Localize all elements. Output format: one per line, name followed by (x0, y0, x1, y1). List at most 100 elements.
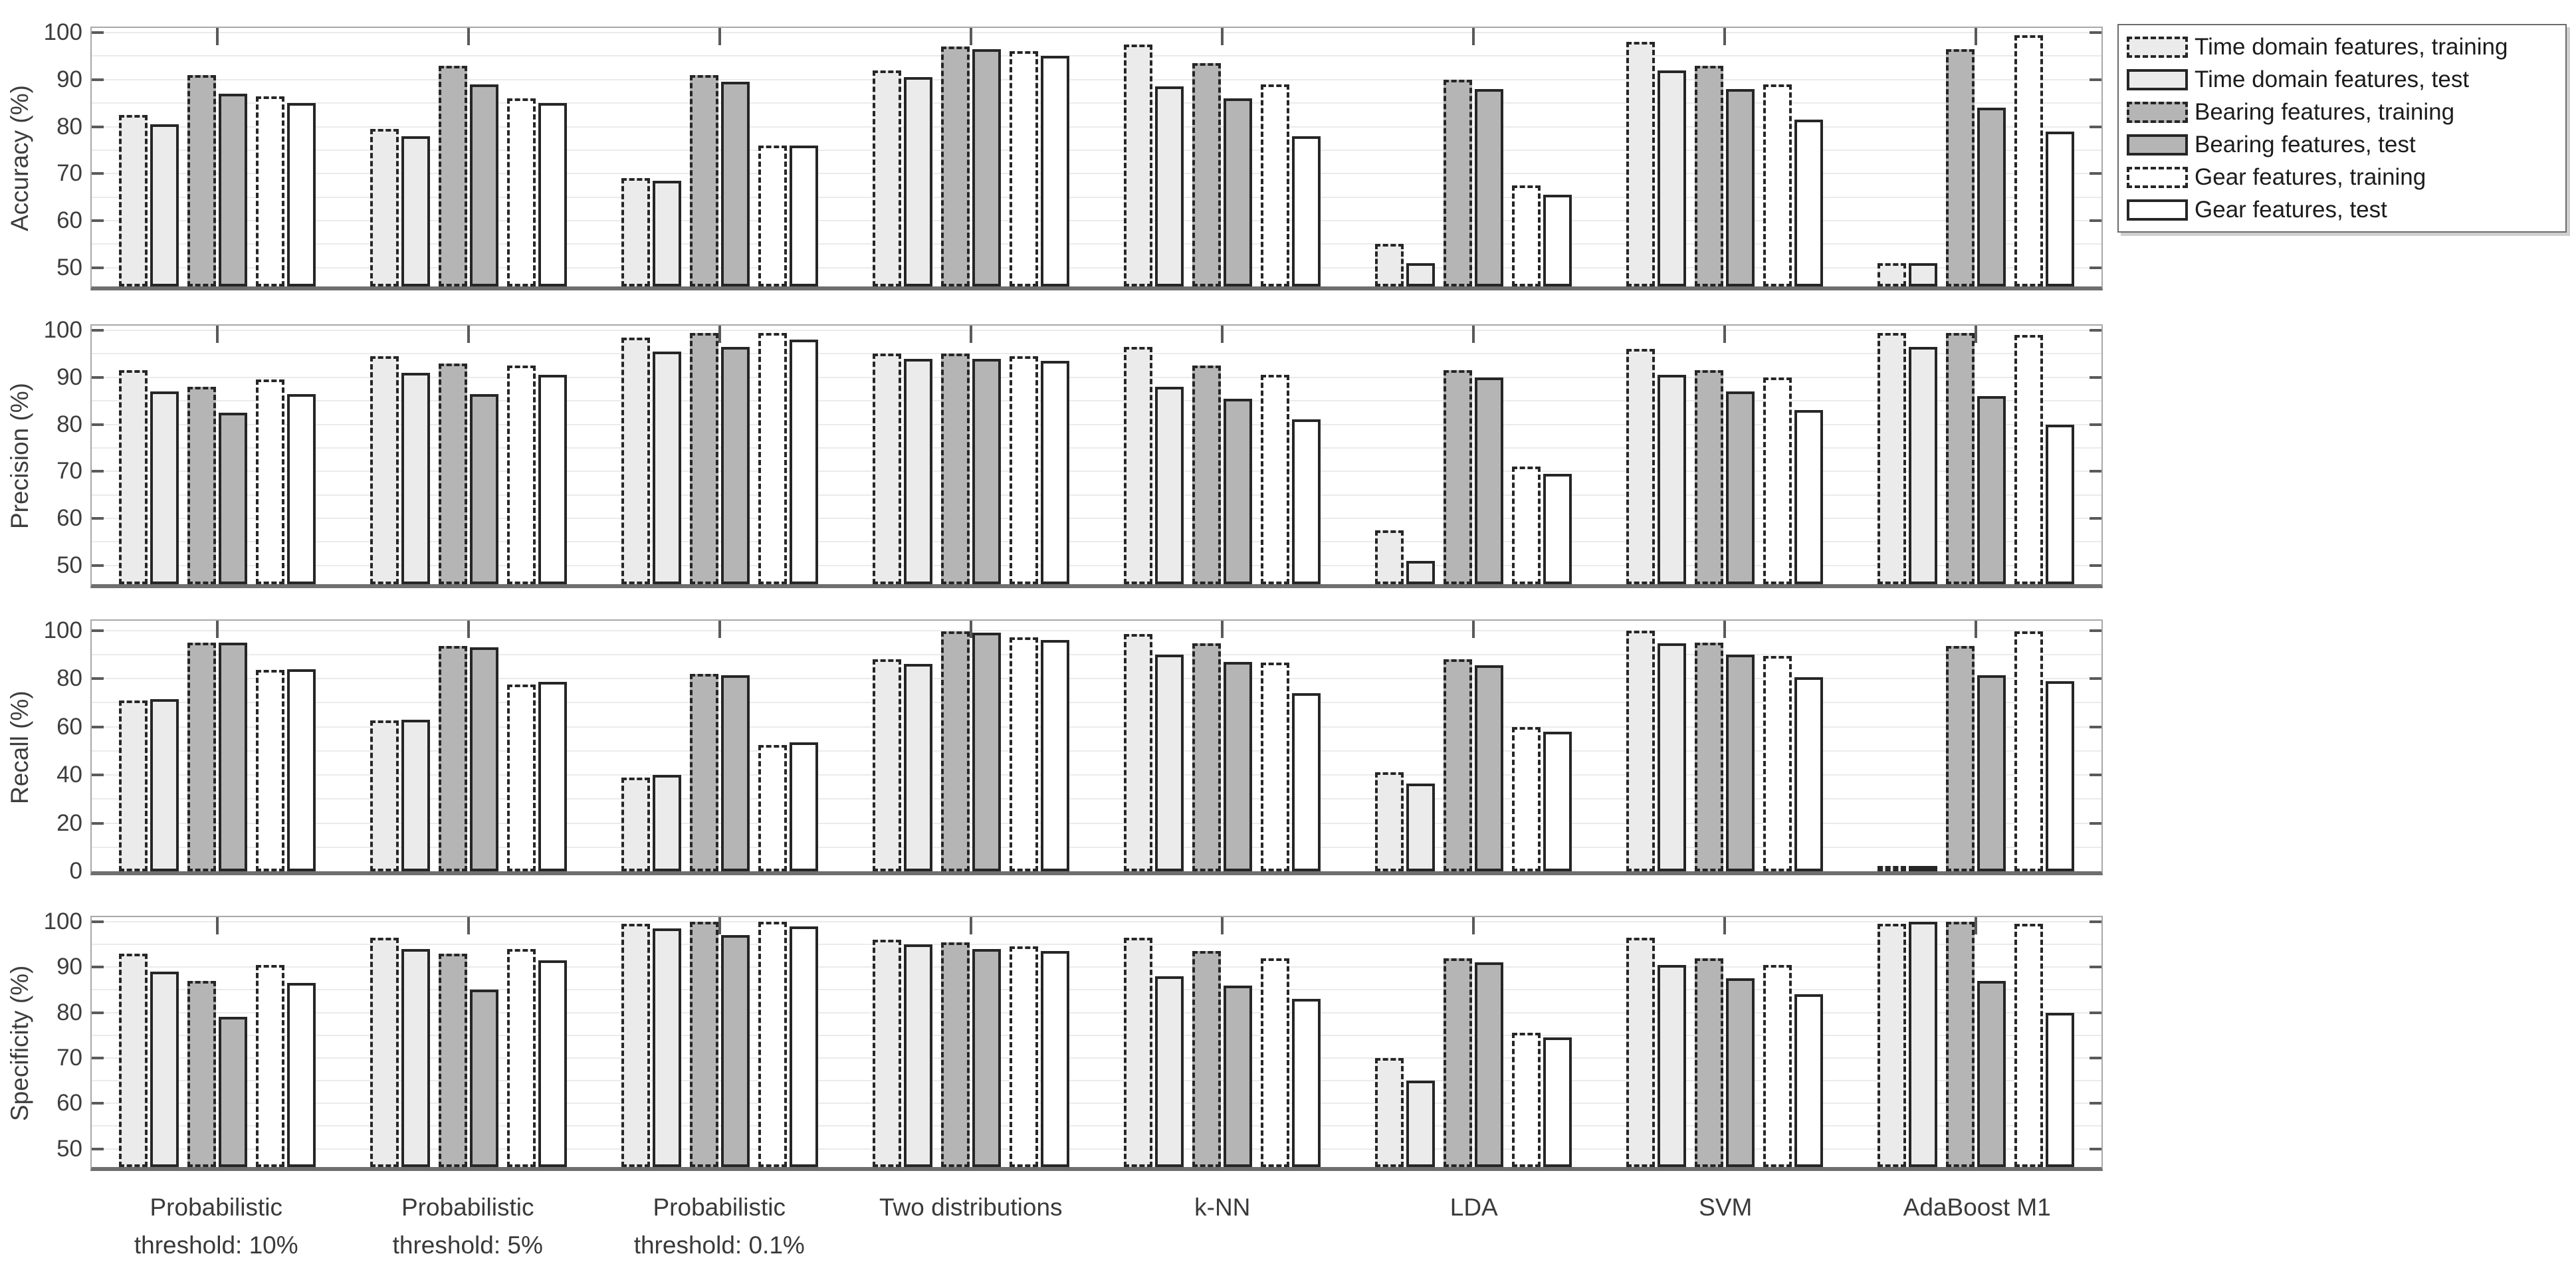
gridline (92, 32, 2101, 34)
bar-gear-features-test (538, 960, 568, 1167)
category-label-probabilistic-threshold-10: Probabilistic threshold: 10% (134, 1194, 298, 1259)
bar-time-domain-features-test (1657, 964, 1686, 1167)
bar-bearing-features-test (218, 642, 248, 871)
bar-bearing-features-training (187, 386, 217, 584)
bar-group-svm (1599, 917, 1850, 1167)
bar-bearing-features-test (1725, 978, 1755, 1167)
bar-gear-features-training (507, 685, 536, 871)
x-tick-mark (467, 28, 470, 45)
y-tick-mark (92, 1056, 104, 1059)
y-tick-mark (2090, 31, 2101, 35)
bar-time-domain-features-training (872, 940, 902, 1167)
legend-swatch (2127, 68, 2188, 90)
bar-time-domain-features-test (401, 372, 430, 584)
bar-time-domain-features-training (621, 777, 651, 871)
bar-bearing-features-test (1977, 396, 2006, 584)
y-tick-label: 50 (56, 254, 82, 280)
bar-bearing-features-test (1725, 391, 1755, 584)
y-tick-mark (2090, 725, 2101, 728)
bar-gear-features-test (2045, 681, 2075, 871)
bar-gear-features-test (1794, 994, 1824, 1167)
bar-bearing-features-test (218, 1017, 248, 1167)
gridline (92, 149, 2101, 151)
y-tick-label: 60 (56, 1090, 82, 1116)
bar-time-domain-features-test (1908, 866, 1937, 871)
x-tick-mark (1472, 621, 1475, 638)
x-tick-mark (1723, 621, 1726, 638)
bar-gear-features-test (1543, 195, 1572, 286)
bar-gear-features-test (1040, 361, 1070, 584)
y-tick-mark (92, 1147, 104, 1150)
bar-bearing-features-test (469, 84, 499, 286)
y-axis-label-precision: Precision (%) (6, 383, 33, 530)
bar-bearing-features-test (1474, 962, 1504, 1167)
bar-time-domain-features-training (1877, 866, 1907, 871)
legend-label: Time domain features, training (2195, 33, 2508, 60)
gridline (92, 353, 2101, 355)
x-tick-mark (1472, 28, 1475, 45)
bar-group-probabilistic-threshold-10 (92, 621, 343, 871)
bar-time-domain-features-training (118, 953, 148, 1167)
bar-group-probabilistic-threshold-5 (343, 621, 594, 871)
bar-gear-features-training (1763, 84, 1792, 286)
y-tick-mark (2090, 774, 2101, 776)
bar-gear-features-training (1512, 467, 1541, 584)
bar-bearing-features-training (1945, 332, 1975, 584)
bar-time-domain-features-test (401, 948, 430, 1167)
bar-bearing-features-test (469, 393, 499, 584)
bar-bearing-features-training (940, 942, 970, 1167)
bar-group-probabilistic-threshold-0-1 (594, 28, 845, 286)
y-tick-mark (2090, 423, 2101, 426)
bar-bearing-features-test (1474, 665, 1504, 871)
bar-bearing-features-test (972, 633, 1002, 871)
x-tick-mark (1723, 917, 1726, 934)
y-tick-mark (2090, 125, 2101, 128)
category-label-probabilistic-threshold-0-1: Probabilistic threshold: 0.1% (633, 1194, 805, 1259)
bar-time-domain-features-training (621, 178, 651, 286)
bar-time-domain-features-training (872, 354, 902, 584)
x-tick-mark (1221, 28, 1224, 45)
x-tick-mark (718, 621, 721, 638)
y-tick-mark (2090, 920, 2101, 923)
gridline (92, 423, 2101, 425)
panel-accuracy: Accuracy (%) 50 60 70 80 90 100 (6, 19, 2103, 290)
bar-bearing-features-test (1977, 108, 2006, 286)
gridline (92, 1103, 2101, 1105)
gridline (92, 726, 2101, 728)
gridline (92, 1034, 2101, 1036)
bar-group-svm (1599, 326, 1850, 584)
bar-bearing-features-test (1223, 985, 1253, 1167)
category-label-probabilistic-threshold-5: Probabilistic threshold: 5% (392, 1194, 543, 1259)
bar-gear-features-training (256, 96, 285, 286)
bar-group-probabilistic-threshold-5 (343, 28, 594, 286)
gridline (92, 629, 2101, 631)
bar-gear-features-test (1291, 692, 1321, 871)
gridline (92, 1125, 2101, 1127)
x-tick-mark (718, 28, 721, 45)
y-tick-mark (92, 564, 104, 567)
bar-gear-features-training (2014, 35, 2044, 286)
bar-group-probabilistic-threshold-5 (343, 917, 594, 1167)
category-label-k-nn: k-NN (1194, 1194, 1251, 1221)
bar-bearing-features-training (1443, 79, 1473, 286)
bar-bearing-features-test (720, 346, 750, 584)
bar-bearing-features-test (218, 412, 248, 584)
y-tick-label: 100 (43, 617, 82, 643)
bar-time-domain-features-training (1626, 630, 1656, 871)
y-tick-label: 80 (56, 999, 82, 1025)
bar-group-two-distributions (845, 917, 1097, 1167)
legend-label: Bearing features, test (2195, 131, 2416, 158)
bar-bearing-features-test (720, 935, 750, 1167)
bar-gear-features-training (1763, 377, 1792, 584)
bar-group-svm (1599, 621, 1850, 871)
bar-time-domain-features-test (1908, 263, 1937, 286)
bar-bearing-features-training (1443, 659, 1473, 871)
bar-time-domain-features-test (1154, 976, 1184, 1167)
y-tick-mark (2090, 629, 2101, 632)
y-tick-mark (2090, 375, 2101, 379)
bar-bearing-features-test (1725, 88, 1755, 286)
bar-group-k-nn (1097, 326, 1348, 584)
bar-bearing-features-training (1694, 642, 1724, 871)
bar-group-two-distributions (845, 28, 1097, 286)
